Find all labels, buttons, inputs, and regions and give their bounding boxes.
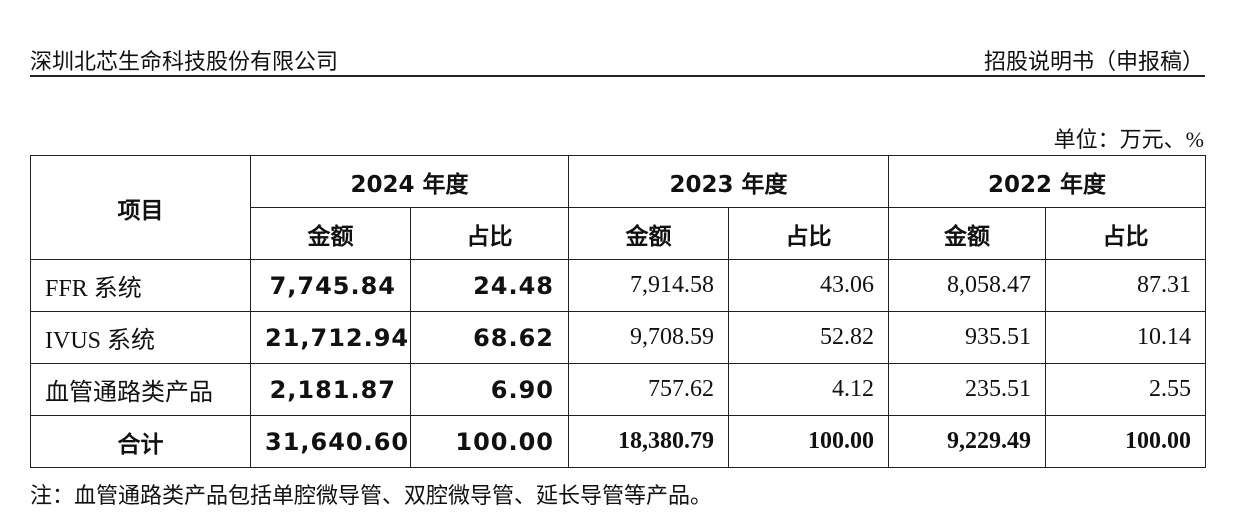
cell: 68.62 bbox=[410, 311, 569, 364]
cell: 10.14 bbox=[1045, 311, 1206, 364]
sub-header: 金额 bbox=[250, 207, 411, 260]
cell: 100.00 bbox=[1045, 415, 1206, 468]
row-label: 合计 bbox=[30, 415, 251, 468]
cell: 8,058.47 bbox=[888, 259, 1046, 312]
header-rule bbox=[30, 75, 1205, 77]
sub-header: 金额 bbox=[568, 207, 729, 260]
item-header: 项目 bbox=[30, 155, 251, 260]
row-label: FFR 系统 bbox=[30, 259, 251, 312]
cell: 100.00 bbox=[410, 415, 569, 468]
sub-header: 金额 bbox=[888, 207, 1046, 260]
table-row: 合计 31,640.60 100.00 18,380.79 100.00 9,229.49… bbox=[30, 415, 1206, 468]
cell: 4.12 bbox=[728, 363, 889, 416]
sub-header: 占比 bbox=[728, 207, 889, 260]
cell: 757.62 bbox=[568, 363, 729, 416]
document-title: 招股说明书（申报稿） bbox=[983, 49, 1204, 74]
year-header: 2023 年度 bbox=[568, 155, 889, 208]
table-row: FFR 系统 7,745.84 24.48 7,914.58 43.06 8,058.47… bbox=[30, 259, 1206, 312]
cell: 87.31 bbox=[1045, 259, 1206, 312]
cell: 18,380.79 bbox=[568, 415, 729, 468]
unit: 单位：万元、% bbox=[1053, 127, 1204, 152]
year-header: 2024 年度 bbox=[250, 155, 569, 208]
cell: 935.51 bbox=[888, 311, 1046, 364]
cell: 6.90 bbox=[410, 363, 569, 416]
note: 注：血管通路类产品包括单腔微导管、双腔微导管、延长导管等产品。 bbox=[30, 483, 713, 508]
row-label: IVUS 系统 bbox=[30, 311, 251, 364]
cell: 43.06 bbox=[728, 259, 889, 312]
cell: 235.51 bbox=[888, 363, 1046, 416]
cell: 24.48 bbox=[410, 259, 569, 312]
cell: 2,181.87 bbox=[250, 363, 411, 416]
cell: 2.55 bbox=[1045, 363, 1206, 416]
year-header: 2022 年度 bbox=[888, 155, 1206, 208]
cell: 21,712.94 bbox=[250, 311, 411, 364]
cell: 9,229.49 bbox=[888, 415, 1046, 468]
cell: 100.00 bbox=[728, 415, 889, 468]
row-label: 血管通路类产品 bbox=[30, 363, 251, 416]
cell: 31,640.60 bbox=[250, 415, 411, 468]
company: 深圳北芯生命科技股份有限公司 bbox=[30, 49, 339, 74]
cell: 9,708.59 bbox=[568, 311, 729, 364]
cell: 7,914.58 bbox=[568, 259, 729, 312]
cell: 52.82 bbox=[728, 311, 889, 364]
table-row: 血管通路类产品 2,181.87 6.90 757.62 4.12 235.51 2.55 bbox=[30, 363, 1206, 416]
sub-header: 占比 bbox=[410, 207, 569, 260]
revenue-table: 项目 2024 年度 2023 年度 2022 年度 金额 占比 金额 占比 金额 占比 … bbox=[30, 155, 1206, 468]
cell: 7,745.84 bbox=[250, 259, 411, 312]
table-row: IVUS 系统 21,712.94 68.62 9,708.59 52.82 935.51… bbox=[30, 311, 1206, 364]
sub-header: 占比 bbox=[1045, 207, 1206, 260]
